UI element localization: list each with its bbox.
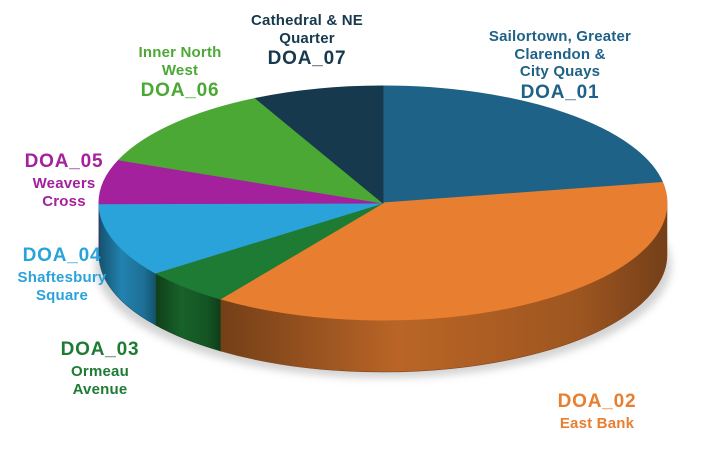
- slice-code-doa-01: DOA_01: [520, 82, 600, 104]
- pie-slices-top: [98, 85, 668, 321]
- slice-code-doa-03: DOA_03: [60, 339, 140, 360]
- pie-slice-doa-07: [255, 85, 384, 204]
- pie-slice-doa-02: [219, 182, 668, 321]
- slice-code-doa-06: DOA_06: [140, 80, 220, 102]
- slice-label-doa-03: Ormeau Avenue DOA_03: [60, 339, 140, 398]
- slice-name-doa-07: Cathedral & NE Quarter: [251, 12, 363, 47]
- pie-rims-3d: [98, 202, 668, 373]
- slice-label-doa-01: Sailortown, Greater Clarendon & City Qua…: [488, 28, 633, 104]
- slice-label-doa-04: Shaftesbury Square DOA_04: [17, 245, 107, 304]
- slice-name-doa-01: Sailortown, Greater Clarendon & City Qua…: [488, 28, 632, 81]
- slice-label-doa-02: East Bank DOA_02: [557, 391, 637, 433]
- slice-code-doa-04: DOA_04: [22, 245, 102, 266]
- pie-slice-doa-01: [382, 85, 664, 204]
- pie-slice-doa-04: [98, 202, 384, 274]
- slice-name-doa-06: Inner North West: [138, 44, 222, 79]
- slice-name-doa-04: Shaftesbury Square: [17, 268, 107, 304]
- slice-code-doa-07: DOA_07: [267, 48, 347, 70]
- slice-code-doa-05: DOA_05: [24, 151, 104, 172]
- slice-code-doa-02: DOA_02: [557, 391, 637, 412]
- pie-slice-doa-06: [118, 97, 384, 204]
- slice-label-doa-05: Weavers Cross DOA_05: [24, 151, 104, 210]
- slice-label-doa-07: Cathedral & NE Quarter DOA_07: [251, 12, 363, 70]
- slice-label-doa-06: Inner North West DOA_06: [138, 44, 221, 102]
- slice-name-doa-02: East Bank: [559, 414, 635, 432]
- slice-name-doa-05: Weavers Cross: [32, 174, 96, 210]
- slice-name-doa-03: Ormeau Avenue: [71, 362, 129, 398]
